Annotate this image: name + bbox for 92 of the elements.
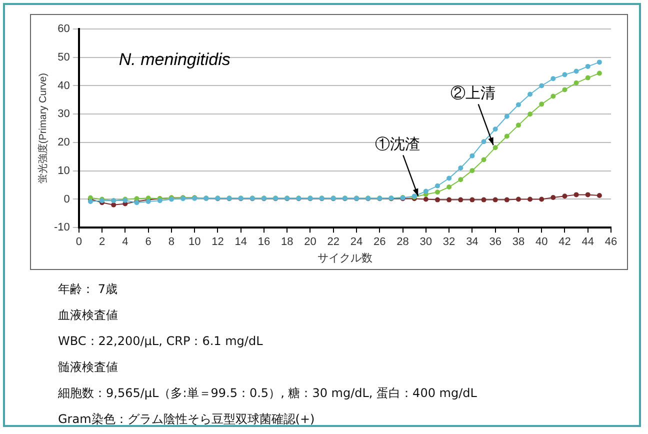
x-tick-label: 34 (466, 236, 478, 248)
point (470, 197, 475, 202)
point (516, 196, 521, 202)
point (585, 64, 590, 69)
x-tick-label: 40 (535, 236, 548, 248)
x-tick-label: 20 (304, 236, 316, 248)
x-tick-label: 44 (582, 236, 594, 248)
point (423, 196, 428, 202)
point (88, 199, 93, 204)
y-tick-label: 50 (58, 51, 70, 64)
y-tick-label: -10 (54, 222, 70, 234)
point (539, 83, 544, 88)
point (504, 134, 510, 139)
point (574, 80, 579, 86)
point (458, 197, 464, 202)
text: 年齢： 7歳 (58, 281, 118, 298)
x-tick-label: 38 (512, 236, 525, 248)
y-tick-label: 30 (58, 108, 70, 120)
x-tick-label: 24 (350, 236, 363, 248)
point (492, 145, 498, 150)
x-tick-label: 28 (396, 236, 409, 248)
point (492, 197, 498, 202)
text: 細胞数：9,565/μL（多:単＝99.5：0.5）, 糖：30 mg/dL, 蛋白：400 mg/dL (58, 385, 477, 402)
point (539, 102, 544, 107)
text: 血液検査値 (58, 307, 119, 324)
point (550, 76, 556, 82)
x-tick-label: 10 (188, 236, 201, 248)
x-tick-label: 18 (280, 236, 294, 248)
y-tick-label: 60 (58, 23, 70, 36)
point (504, 114, 510, 119)
point (562, 87, 568, 92)
x-tick-label: 32 (442, 236, 456, 248)
point (423, 188, 428, 194)
x-tick-label: 36 (489, 236, 502, 248)
point (458, 166, 464, 171)
point (434, 197, 440, 202)
point (516, 102, 521, 108)
point (492, 126, 498, 132)
y-tick-label: 0 (64, 193, 70, 206)
point (434, 190, 440, 195)
x-tick-label: 46 (604, 236, 618, 248)
point (504, 197, 510, 202)
annotation: ②上清 (450, 84, 496, 102)
x-tick-label: 30 (420, 236, 432, 248)
point (574, 192, 579, 198)
x-tick-label: 12 (212, 236, 224, 248)
point (550, 94, 556, 99)
point (528, 92, 533, 97)
y-tick-label: 40 (58, 80, 70, 92)
y-axis-title: 蛍光強度(Primary Curve) (36, 73, 49, 184)
y-tick-label: 20 (58, 136, 70, 149)
text: Gram染色：グラム陰性そら豆型双球菌確認(+) (58, 411, 316, 428)
point (550, 195, 556, 200)
point (539, 196, 544, 202)
x-tick-label: 2 (98, 236, 106, 248)
x-tick-label: 22 (327, 236, 340, 248)
x-tick-label: 16 (258, 236, 270, 248)
point (446, 176, 452, 181)
annotation: N. meningitidis (118, 50, 231, 69)
point (470, 153, 475, 158)
point (596, 193, 602, 198)
x-tick-label: 6 (145, 236, 152, 248)
x-tick-label: 26 (374, 236, 386, 248)
point (528, 196, 533, 202)
point (458, 177, 464, 182)
point (446, 184, 452, 190)
x-tick-label: 42 (558, 236, 571, 248)
point (574, 68, 579, 74)
point (596, 70, 602, 76)
point (434, 183, 440, 188)
annotation: ①沈渣 (375, 135, 420, 154)
x-tick-label: 0 (76, 236, 82, 248)
x-tick-label: 4 (122, 236, 128, 248)
point (516, 122, 521, 128)
x-axis-title: サイクル数 (317, 252, 372, 264)
point (470, 168, 475, 174)
point (481, 157, 486, 162)
text: WBC：22,200/μL, CRP：6.1 mg/dL (58, 333, 264, 350)
x-tick-label: 8 (168, 236, 174, 248)
point (596, 60, 602, 65)
point (562, 72, 568, 78)
point (481, 139, 486, 144)
point (446, 197, 452, 202)
text: 髄液検査値 (58, 359, 119, 376)
point (562, 194, 568, 199)
point (111, 202, 116, 208)
y-tick-label: 10 (58, 164, 70, 177)
x-tick-label: 14 (234, 236, 247, 248)
point (585, 192, 590, 198)
point (528, 112, 533, 117)
point (585, 75, 590, 80)
point (481, 197, 486, 202)
